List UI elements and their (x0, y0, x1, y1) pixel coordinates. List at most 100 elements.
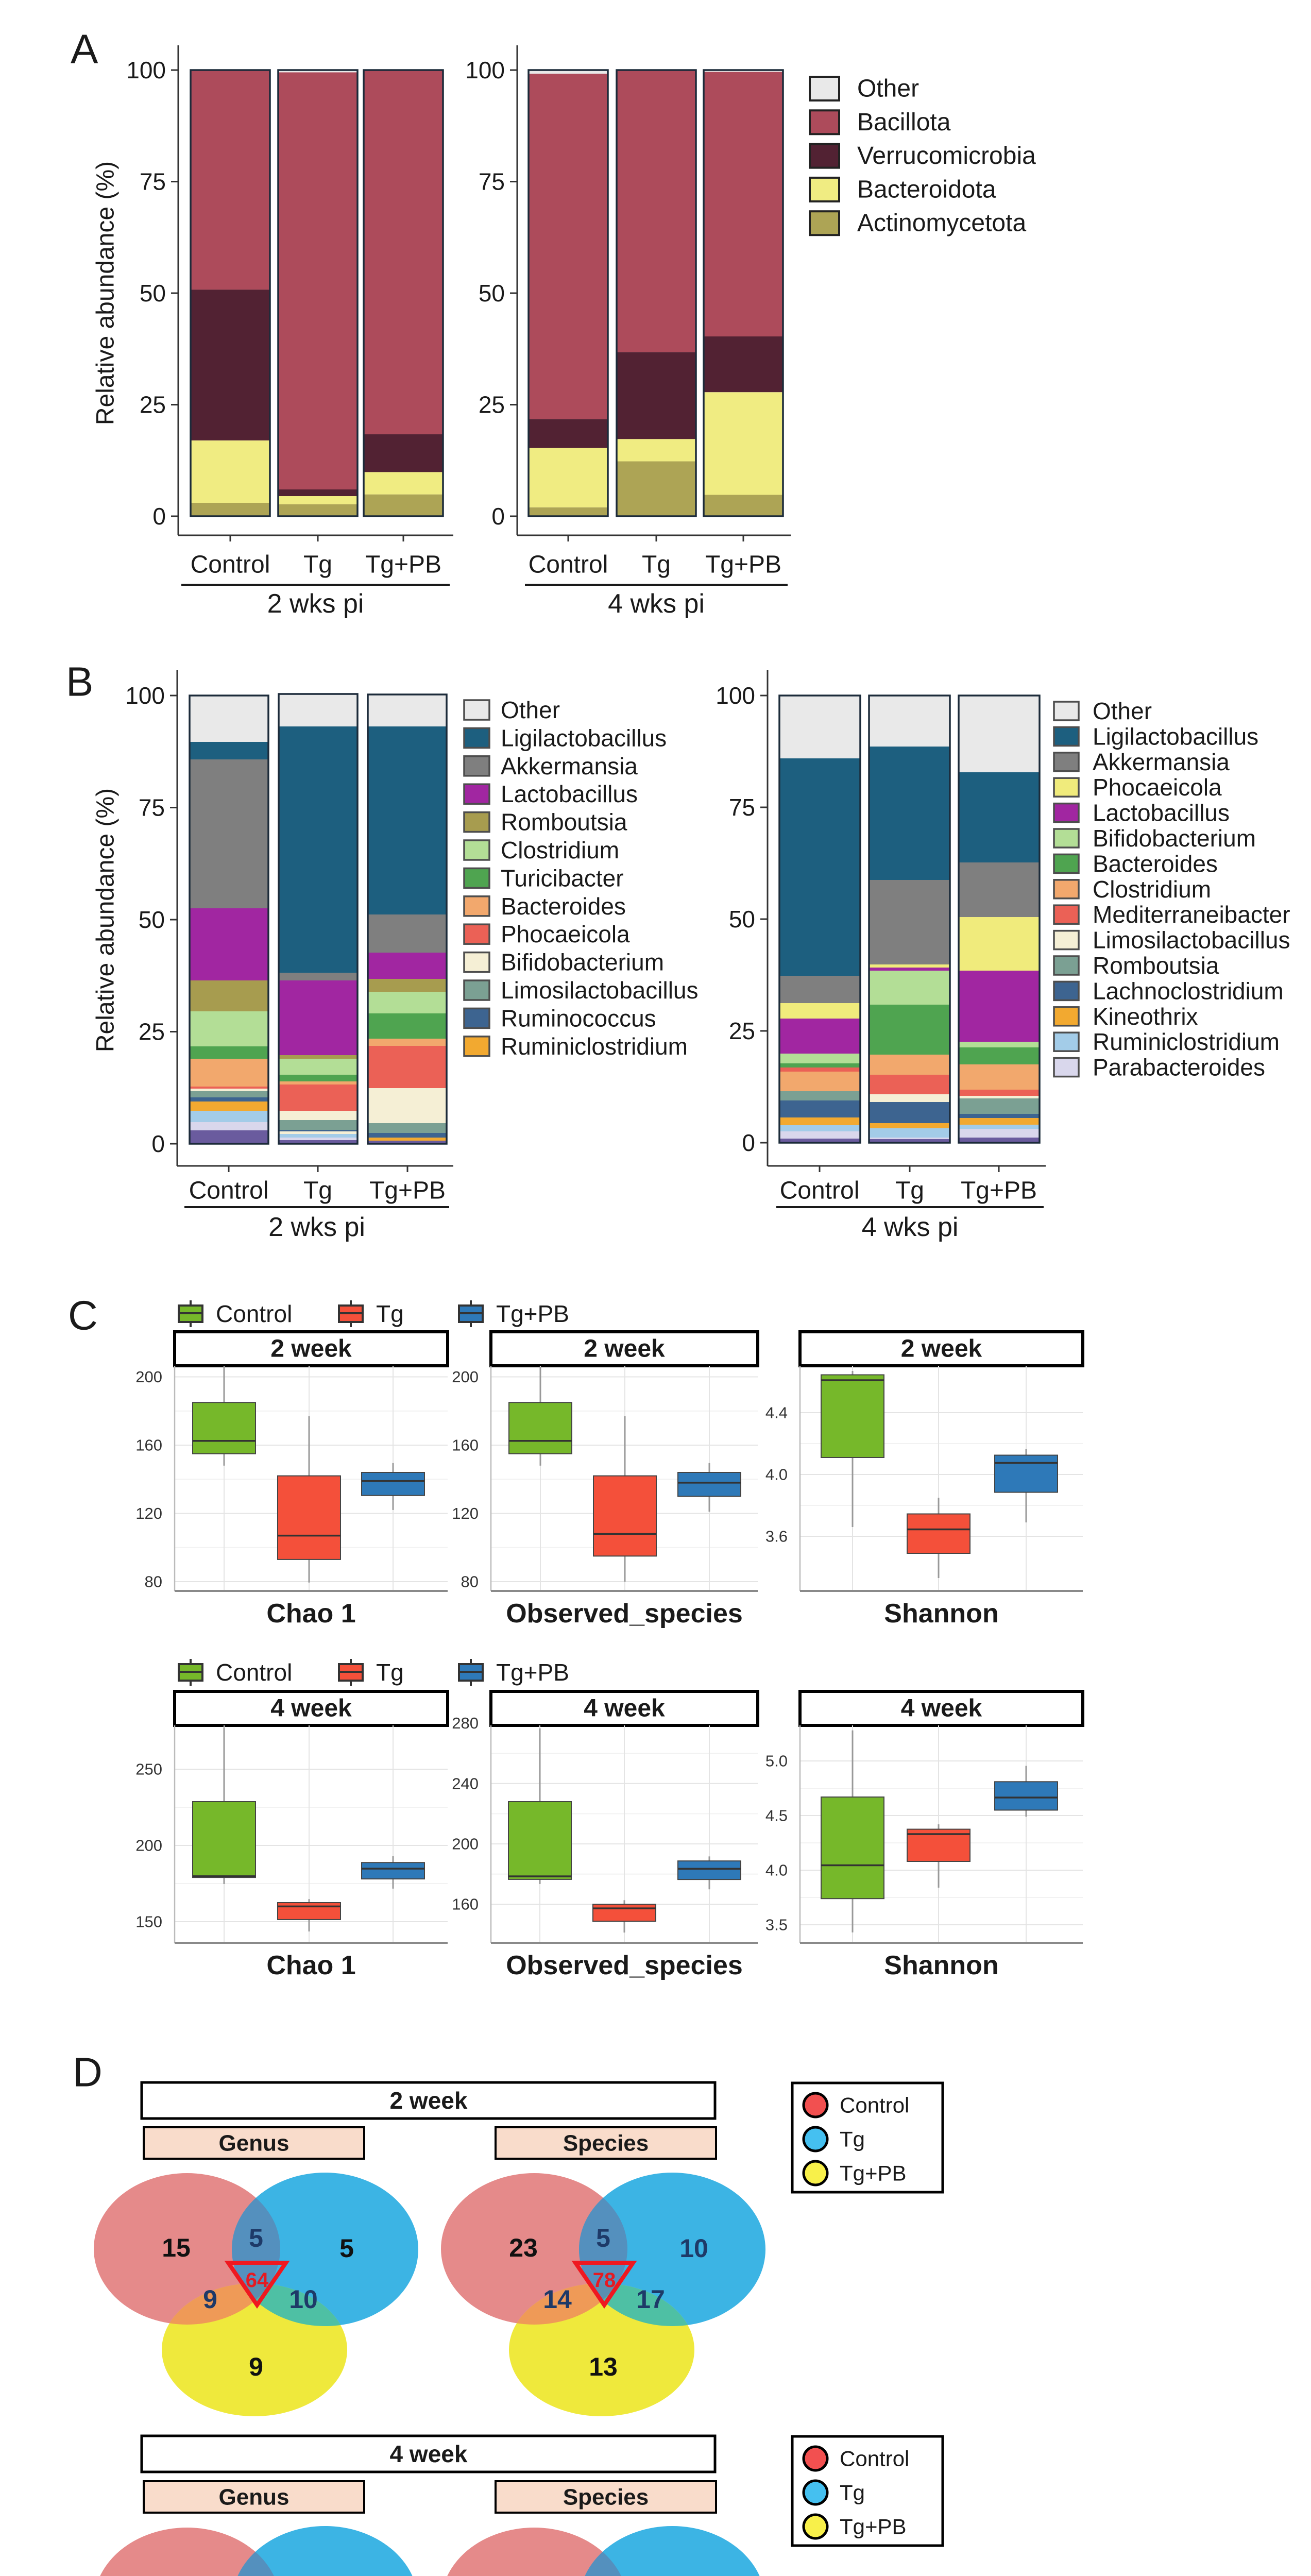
svg-text:Ruminiclostridium: Ruminiclostridium (501, 1033, 688, 1060)
svg-text:100: 100 (716, 682, 755, 709)
svg-text:Control: Control (840, 2447, 909, 2471)
svg-text:25: 25 (729, 1018, 755, 1044)
svg-text:0: 0 (491, 503, 505, 530)
svg-text:200: 200 (135, 1837, 162, 1855)
svg-text:23: 23 (509, 2233, 538, 2262)
svg-text:Control: Control (191, 551, 270, 579)
svg-text:Lachnoclostridium: Lachnoclostridium (1093, 977, 1284, 1004)
svg-text:50: 50 (479, 280, 505, 307)
svg-text:Tg+PB: Tg+PB (365, 551, 441, 579)
svg-text:160: 160 (135, 1436, 162, 1454)
svg-text:Tg: Tg (303, 551, 332, 579)
svg-text:Species: Species (563, 2131, 649, 2156)
svg-text:4 week: 4 week (270, 1695, 352, 1722)
svg-text:100: 100 (465, 57, 505, 83)
svg-text:50: 50 (139, 906, 165, 933)
svg-text:5.0: 5.0 (765, 1752, 788, 1770)
svg-text:Limosilactobacillus: Limosilactobacillus (501, 977, 699, 1004)
svg-text:0: 0 (151, 1130, 165, 1157)
svg-text:Lactobacillus: Lactobacillus (1093, 800, 1230, 826)
svg-text:5: 5 (596, 2224, 610, 2252)
svg-text:4.5: 4.5 (765, 1807, 788, 1825)
svg-text:Ruminococcus: Ruminococcus (501, 1005, 656, 1031)
svg-text:Tg: Tg (840, 2481, 865, 2505)
svg-text:150: 150 (135, 1913, 162, 1931)
svg-text:2 wks pi: 2 wks pi (268, 1212, 365, 1242)
svg-text:100: 100 (125, 682, 165, 709)
svg-text:50: 50 (729, 906, 755, 933)
svg-text:Bacteroides: Bacteroides (1093, 850, 1218, 877)
svg-text:Akkermansia: Akkermansia (1093, 749, 1230, 775)
svg-text:Phocaeicola: Phocaeicola (1093, 774, 1222, 801)
svg-text:Control: Control (216, 1300, 292, 1327)
svg-text:9: 9 (203, 2285, 217, 2314)
svg-text:78: 78 (593, 2269, 616, 2292)
svg-text:10: 10 (679, 2234, 708, 2263)
svg-text:200: 200 (452, 1835, 479, 1853)
svg-text:Control: Control (840, 2093, 909, 2117)
svg-text:Tg: Tg (376, 1659, 404, 1686)
svg-text:160: 160 (452, 1436, 479, 1454)
svg-text:Other: Other (501, 697, 560, 723)
svg-text:13: 13 (589, 2352, 618, 2381)
svg-text:Tg+PB: Tg+PB (961, 1177, 1037, 1205)
svg-text:Bacteroides: Bacteroides (501, 893, 626, 920)
svg-text:120: 120 (452, 1504, 479, 1522)
svg-text:Limosilactobacillus: Limosilactobacillus (1093, 927, 1290, 954)
svg-text:200: 200 (135, 1368, 162, 1386)
svg-text:64: 64 (246, 2269, 269, 2292)
svg-text:9: 9 (249, 2352, 263, 2381)
svg-text:Relative abundance (%): Relative abundance (%) (92, 161, 120, 425)
svg-text:Genus: Genus (219, 2131, 290, 2156)
svg-text:4 week: 4 week (901, 1695, 982, 1722)
svg-text:Romboutsia: Romboutsia (501, 809, 627, 836)
svg-text:Genus: Genus (219, 2485, 290, 2510)
svg-text:250: 250 (135, 1760, 162, 1778)
svg-text:25: 25 (140, 392, 166, 418)
svg-text:3.5: 3.5 (765, 1916, 788, 1934)
svg-text:Akkermansia: Akkermansia (501, 753, 638, 779)
svg-text:Clostridium: Clostridium (1093, 876, 1211, 903)
svg-text:Other: Other (857, 75, 919, 103)
svg-text:Observed_species: Observed_species (506, 1951, 743, 1980)
svg-text:Tg+PB: Tg+PB (840, 2515, 907, 2539)
svg-text:Mediterraneibacter: Mediterraneibacter (1093, 901, 1290, 928)
svg-text:Ligilactobacillus: Ligilactobacillus (501, 724, 667, 751)
svg-text:A: A (71, 26, 98, 72)
svg-text:4 week: 4 week (584, 1695, 665, 1722)
svg-text:Tg+PB: Tg+PB (496, 1300, 569, 1327)
svg-text:C: C (68, 1293, 98, 1338)
svg-text:Control: Control (216, 1659, 292, 1686)
svg-text:Ligilactobacillus: Ligilactobacillus (1093, 723, 1258, 750)
svg-text:Other: Other (1093, 698, 1152, 724)
svg-text:Control: Control (189, 1177, 269, 1205)
svg-text:Control: Control (529, 551, 608, 579)
svg-text:Bifidobacterium: Bifidobacterium (1093, 825, 1256, 852)
svg-text:Relative abundance (%): Relative abundance (%) (92, 788, 120, 1052)
svg-text:B: B (66, 659, 93, 705)
svg-text:4 week: 4 week (390, 2441, 468, 2467)
svg-text:0: 0 (152, 503, 166, 530)
svg-text:D: D (73, 2049, 103, 2095)
svg-text:280: 280 (452, 1714, 479, 1732)
svg-text:75: 75 (140, 168, 166, 195)
svg-text:Tg+PB: Tg+PB (840, 2161, 907, 2185)
svg-text:3.6: 3.6 (765, 1528, 788, 1546)
svg-text:Parabacteroides: Parabacteroides (1093, 1054, 1265, 1081)
svg-text:4 wks pi: 4 wks pi (608, 589, 705, 619)
svg-text:Shannon: Shannon (884, 1599, 998, 1629)
svg-text:2 week: 2 week (584, 1335, 665, 1363)
svg-text:Phocaeicola: Phocaeicola (501, 921, 630, 947)
svg-text:Tg: Tg (840, 2127, 865, 2151)
svg-text:Tg: Tg (303, 1177, 332, 1205)
svg-text:Tg: Tg (642, 551, 671, 579)
svg-text:50: 50 (140, 280, 166, 307)
svg-text:Verrucomicrobia: Verrucomicrobia (857, 142, 1036, 170)
svg-text:15: 15 (162, 2233, 191, 2262)
svg-text:5: 5 (339, 2234, 354, 2263)
svg-text:Romboutsia: Romboutsia (1093, 952, 1219, 979)
svg-text:2 week: 2 week (901, 1335, 982, 1363)
svg-text:Tg: Tg (376, 1300, 404, 1327)
svg-text:0: 0 (742, 1129, 755, 1156)
svg-text:5: 5 (249, 2224, 263, 2252)
